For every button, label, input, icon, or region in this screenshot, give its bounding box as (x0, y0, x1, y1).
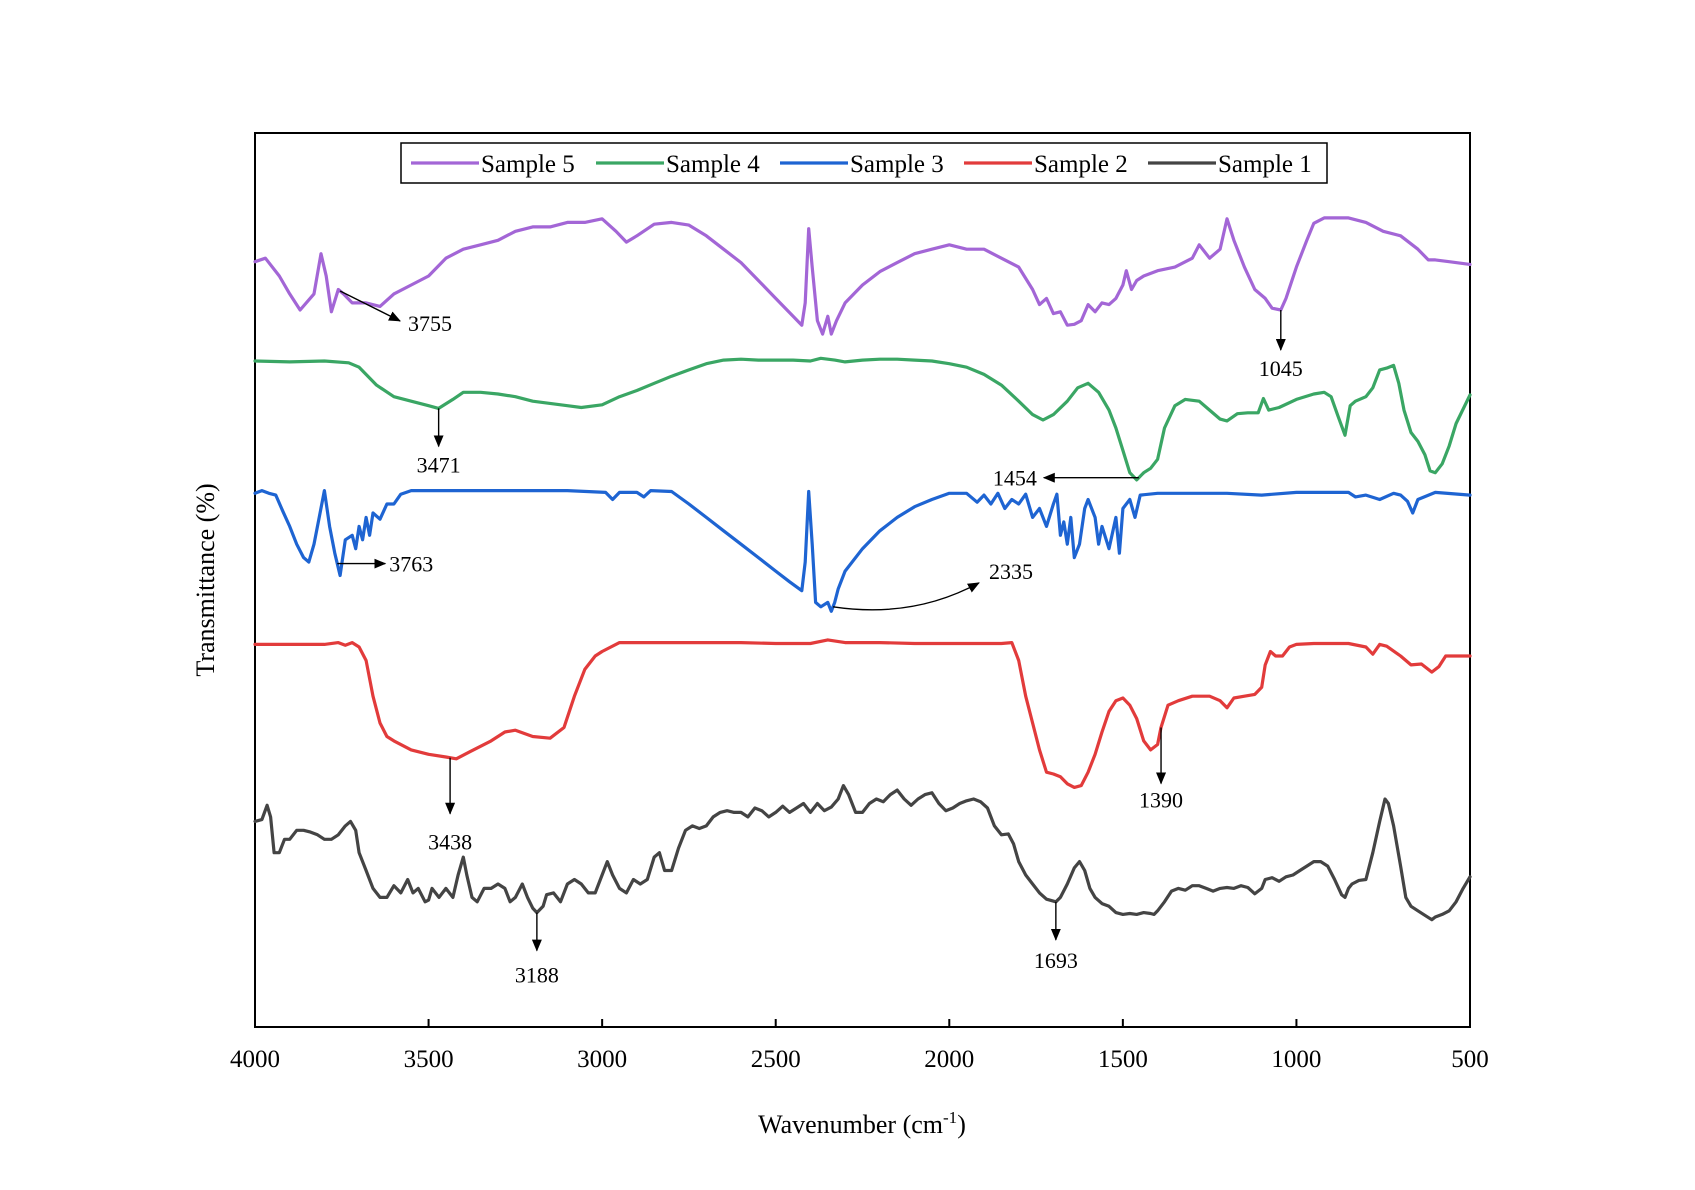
plot-frame (254, 132, 1471, 1028)
series-layer (253, 216, 1472, 922)
annotation-label-3471: 3471 (417, 452, 461, 477)
series-line-sample-1 (253, 784, 1472, 922)
annotation-label-2335: 2335 (989, 559, 1033, 584)
annotation-arrow-3755 (339, 290, 401, 322)
legend-label-sample-2: Sample 2 (1034, 151, 1128, 178)
annotation-label-1693: 1693 (1034, 948, 1078, 973)
series-line-sample-3 (253, 489, 1472, 613)
series-line-sample-2 (253, 638, 1472, 789)
annotation-label-1390: 1390 (1139, 788, 1183, 813)
x-tick-label-3000: 3000 (577, 1046, 627, 1073)
x-tick-label-1500: 1500 (1098, 1046, 1148, 1073)
annotation-label-3755: 3755 (408, 311, 452, 336)
legend-label-sample-4: Sample 4 (666, 151, 760, 178)
x-axis-title: Wavenumber (cm-1) (758, 1108, 966, 1139)
annotation-label-3188: 3188 (515, 963, 559, 988)
legend-label-sample-5: Sample 5 (481, 151, 575, 178)
y-axis-title: Transmittance (%) (191, 483, 220, 676)
series-line-sample-4 (253, 356, 1472, 482)
annotation-label-3763: 3763 (389, 552, 433, 577)
x-tick-label-3500: 3500 (404, 1046, 454, 1073)
annotation-label-3438: 3438 (428, 830, 472, 855)
legend: Sample 5 Sample 4 Sample 3 Sample 2 Sample 1 (400, 142, 1328, 184)
annotation-label-1045: 1045 (1259, 356, 1303, 381)
x-tick-label-4000: 4000 (230, 1046, 280, 1073)
annotation-label-1454: 1454 (993, 466, 1037, 491)
annotation-arrow-2335 (832, 582, 980, 611)
x-tick-label-2000: 2000 (924, 1046, 974, 1073)
series-line-sample-5 (253, 216, 1472, 336)
x-tick-label-2500: 2500 (751, 1046, 801, 1073)
legend-label-sample-3: Sample 3 (850, 151, 944, 178)
annotation-layer: 3755 1045 3471 1454 3763 2335 3438 1390 3188 1693 (337, 290, 1303, 988)
x-axis: 4000 3500 3000 2500 2000 1500 1000 500 (230, 1019, 1489, 1073)
x-tick-label-500: 500 (1451, 1046, 1489, 1073)
x-tick-label-1000: 1000 (1271, 1046, 1321, 1073)
legend-label-sample-1: Sample 1 (1218, 151, 1312, 178)
